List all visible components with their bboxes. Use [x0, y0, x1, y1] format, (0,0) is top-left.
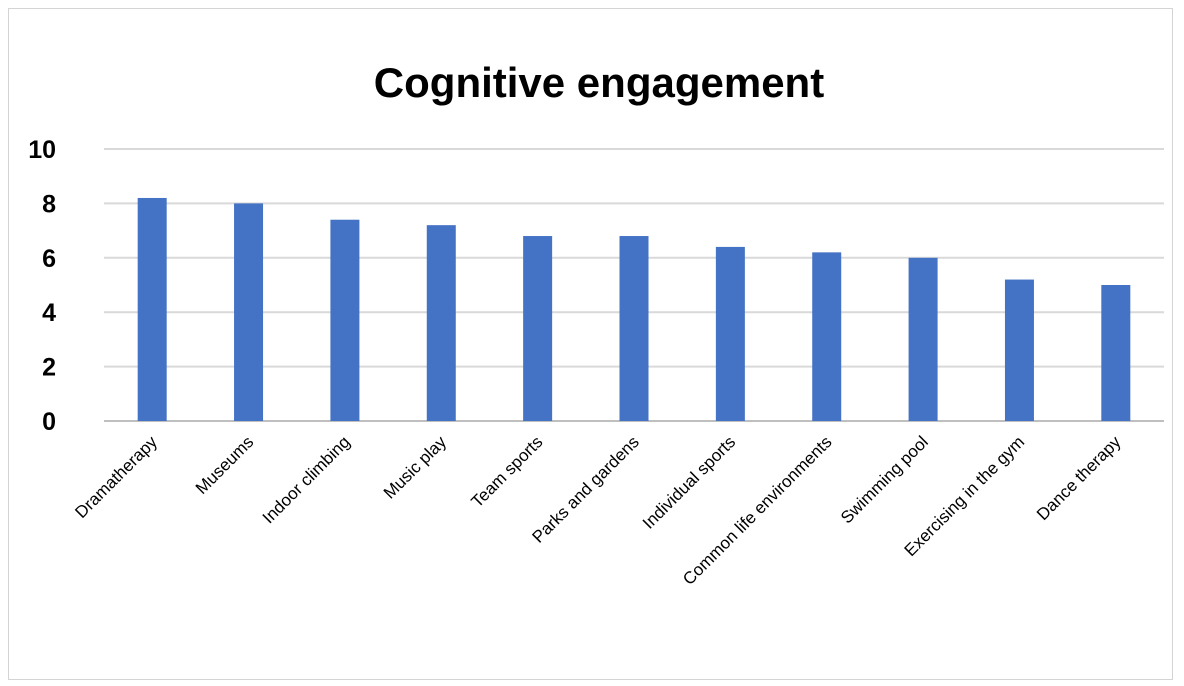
x-tick-label: Swimming pool — [837, 432, 932, 527]
bar — [137, 197, 167, 421]
x-axis: Dramatherapy Museums Indoor climbing Music … — [71, 432, 1125, 589]
x-tick-label: Team sports — [468, 432, 547, 511]
y-tick-label: 4 — [42, 299, 56, 327]
bar — [1004, 279, 1034, 421]
x-tick-label: Parks and gardens — [528, 432, 642, 546]
bar — [330, 219, 360, 421]
bar — [812, 252, 842, 421]
bar — [523, 236, 553, 421]
bar — [908, 257, 938, 421]
x-tick-label: Individual sports — [639, 432, 739, 532]
bars — [137, 197, 1131, 421]
x-tick-label: Dance therapy — [1033, 432, 1125, 524]
bar — [619, 236, 649, 421]
chart-frame: Cognitive engagement 0 2 4 6 8 10 Dramatherap… — [8, 8, 1173, 680]
y-tick-label: 6 — [42, 245, 56, 273]
x-tick-label: Dramatherapy — [71, 432, 161, 522]
y-tick-label: 8 — [42, 190, 56, 218]
chart-title: Cognitive engagement — [374, 59, 824, 106]
bar-chart: Cognitive engagement 0 2 4 6 8 10 Dramatherap… — [28, 59, 1164, 589]
y-tick-label: 2 — [42, 354, 56, 382]
y-axis: 0 2 4 6 8 10 — [28, 136, 56, 436]
bar — [1101, 285, 1131, 421]
bar — [234, 203, 264, 421]
bar — [715, 246, 745, 421]
y-tick-label: 0 — [42, 408, 56, 436]
x-tick-label: Indoor climbing — [259, 432, 354, 527]
x-tick-label: Museums — [192, 432, 258, 498]
x-tick-label: Music play — [380, 432, 451, 503]
y-tick-label: 10 — [28, 136, 56, 164]
bar — [426, 225, 456, 421]
